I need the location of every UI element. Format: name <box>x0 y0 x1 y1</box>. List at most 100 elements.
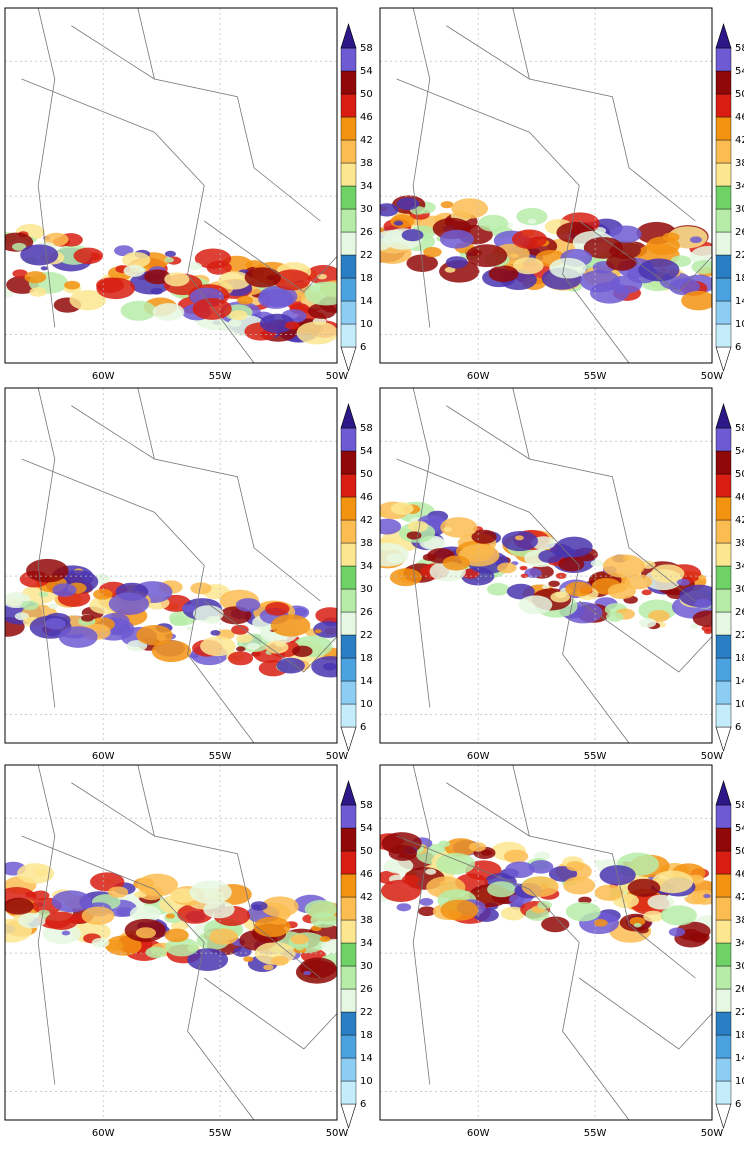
colorbar-band <box>715 588 732 613</box>
echo <box>393 220 404 226</box>
colorbar-label: 34 <box>360 938 373 949</box>
echo <box>303 970 312 976</box>
echo <box>210 630 221 636</box>
colorbar-label: 10 <box>360 699 373 710</box>
echo <box>607 583 636 600</box>
colorbar-label: 14 <box>360 676 373 687</box>
echo <box>606 612 624 622</box>
colorbar-label: 54 <box>735 823 744 834</box>
echo <box>244 267 282 288</box>
echo <box>439 880 447 886</box>
map-content <box>380 765 712 1120</box>
echo <box>192 298 232 320</box>
colorbar-band <box>340 496 357 521</box>
echo <box>565 581 593 597</box>
x-tick-label: 60W <box>467 1128 490 1139</box>
colorbar-label: 46 <box>735 492 744 503</box>
colorbar-band <box>715 804 732 829</box>
echo <box>270 614 311 637</box>
colorbar-label: 10 <box>735 319 744 330</box>
colorbar-label: 50 <box>735 89 744 100</box>
border <box>203 600 337 673</box>
echo <box>418 906 436 917</box>
echo <box>108 592 150 615</box>
colorbar-band <box>340 323 357 348</box>
colorbar-band <box>715 254 732 279</box>
colorbar-band <box>715 93 732 118</box>
x-tick-label: 60W <box>92 1128 115 1139</box>
echo <box>250 901 268 911</box>
echo <box>505 861 535 878</box>
colorbar-label: 26 <box>735 607 744 618</box>
echo <box>443 527 452 532</box>
colorbar-band <box>340 450 357 475</box>
colorbar-band <box>715 47 732 72</box>
colorbar-label: 34 <box>735 181 744 192</box>
echo <box>164 272 190 287</box>
colorbar-band <box>340 277 357 302</box>
echo <box>643 910 664 922</box>
echo <box>691 260 712 274</box>
echo <box>126 640 148 652</box>
x-tick-label: 55W <box>584 751 607 762</box>
echo <box>144 269 171 285</box>
colorbar-label: 34 <box>360 181 373 192</box>
x-tick-label: 55W <box>584 371 607 382</box>
border <box>37 388 56 708</box>
echo <box>676 578 690 586</box>
echo <box>513 257 544 275</box>
echo <box>406 531 422 540</box>
x-tick-label: 60W <box>92 371 115 382</box>
echo <box>524 568 542 578</box>
echo <box>583 236 623 259</box>
echo <box>555 536 593 558</box>
echo <box>521 876 559 897</box>
echo <box>652 870 694 894</box>
border <box>137 8 321 222</box>
echo <box>236 646 246 652</box>
colorbar-band <box>715 896 732 921</box>
colorbar-band <box>715 1057 732 1082</box>
echo <box>486 583 510 596</box>
colorbar-band <box>715 162 732 187</box>
colorbar-label: 18 <box>735 1030 744 1041</box>
border <box>412 765 431 1085</box>
echo <box>627 878 661 897</box>
echo <box>390 502 414 515</box>
map-frame <box>379 764 713 1121</box>
echo <box>58 626 98 648</box>
echo <box>488 265 519 283</box>
colorbar-band <box>715 473 732 498</box>
colorbar-label: 30 <box>360 204 373 215</box>
echo <box>691 890 712 905</box>
colorbar-band <box>340 519 357 544</box>
echo <box>660 905 697 926</box>
echo <box>692 610 712 627</box>
colorbar-band <box>715 1011 732 1036</box>
echo <box>38 591 49 598</box>
echo <box>425 868 437 875</box>
colorbar-label: 58 <box>735 800 744 811</box>
colorbar-band <box>340 703 357 728</box>
colorbar-band <box>340 1080 357 1105</box>
echo <box>380 879 422 902</box>
colorbar-label: 58 <box>735 423 744 434</box>
border <box>412 8 431 328</box>
echo <box>170 616 188 626</box>
echo <box>81 906 115 925</box>
colorbar-label: 50 <box>735 846 744 857</box>
echo <box>497 562 517 574</box>
colorbar-label: 30 <box>735 961 744 972</box>
echo <box>528 860 554 874</box>
colorbar-label: 34 <box>735 561 744 572</box>
echo <box>689 623 699 629</box>
colorbar-band <box>340 588 357 613</box>
echo <box>380 238 391 251</box>
echo <box>52 583 77 597</box>
echo <box>164 250 176 257</box>
x-tick-label: 50W <box>701 1128 724 1139</box>
echo <box>135 927 156 939</box>
echo <box>542 584 550 590</box>
border <box>412 388 431 708</box>
map-panel: 60W 55W 50W 6 10 14 18 22 26 30 34 38 42 46 50 54 58 <box>379 7 744 382</box>
